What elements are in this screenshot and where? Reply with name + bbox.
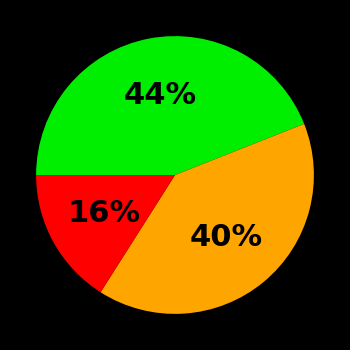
Wedge shape: [100, 124, 314, 314]
Text: 16%: 16%: [68, 199, 141, 228]
Text: 40%: 40%: [190, 223, 263, 252]
Wedge shape: [36, 175, 175, 292]
Wedge shape: [36, 36, 304, 175]
Text: 44%: 44%: [123, 81, 196, 110]
